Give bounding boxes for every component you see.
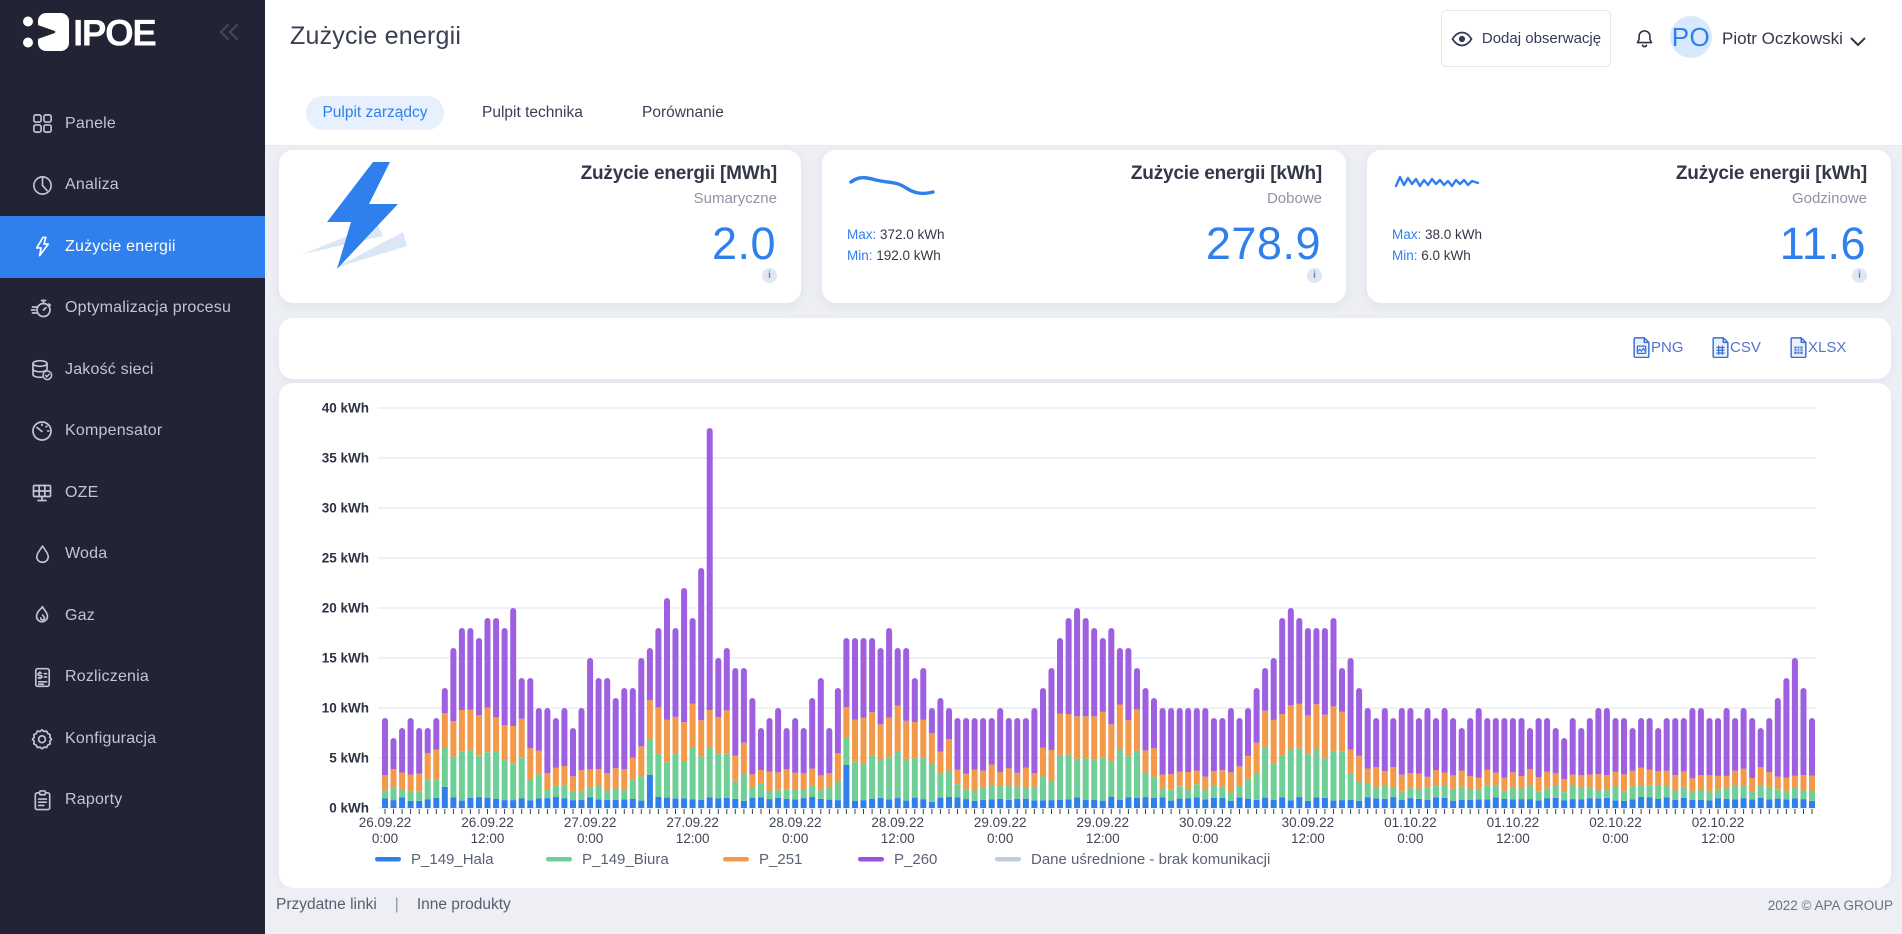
svg-text:28.09.22: 28.09.22 [871, 815, 924, 830]
svg-text:0:00: 0:00 [372, 831, 398, 846]
svg-text:30.09.22: 30.09.22 [1282, 815, 1335, 830]
svg-text:40 kWh: 40 kWh [322, 401, 369, 416]
svg-text:Dane uśrednione - brak komunik: Dane uśrednione - brak komunikacji [1031, 851, 1270, 868]
svg-text:IPOE: IPOE [73, 13, 156, 51]
svg-text:0:00: 0:00 [1602, 831, 1628, 846]
svg-text:12:00: 12:00 [471, 831, 505, 846]
svg-text:27.09.22: 27.09.22 [666, 815, 719, 830]
svg-text:02.10.22: 02.10.22 [1692, 815, 1745, 830]
svg-text:5 kWh: 5 kWh [329, 751, 369, 766]
svg-text:30 kWh: 30 kWh [322, 501, 369, 516]
svg-text:29.09.22: 29.09.22 [974, 815, 1027, 830]
svg-text:12:00: 12:00 [881, 831, 915, 846]
svg-text:29.09.22: 29.09.22 [1077, 815, 1130, 830]
svg-text:0:00: 0:00 [1192, 831, 1218, 846]
svg-text:0:00: 0:00 [782, 831, 808, 846]
svg-text:12:00: 12:00 [1291, 831, 1325, 846]
svg-text:01.10.22: 01.10.22 [1384, 815, 1437, 830]
svg-text:0:00: 0:00 [1397, 831, 1423, 846]
svg-text:30.09.22: 30.09.22 [1179, 815, 1232, 830]
svg-text:12:00: 12:00 [676, 831, 710, 846]
svg-text:0 kWh: 0 kWh [329, 801, 369, 816]
svg-text:0:00: 0:00 [987, 831, 1013, 846]
svg-text:10 kWh: 10 kWh [322, 701, 369, 716]
svg-text:35 kWh: 35 kWh [322, 451, 369, 466]
svg-text:12:00: 12:00 [1701, 831, 1735, 846]
svg-text:02.10.22: 02.10.22 [1589, 815, 1642, 830]
svg-text:28.09.22: 28.09.22 [769, 815, 822, 830]
svg-text:25 kWh: 25 kWh [322, 551, 369, 566]
svg-text:P_260: P_260 [894, 851, 937, 868]
svg-text:26.09.22: 26.09.22 [359, 815, 412, 830]
svg-text:12:00: 12:00 [1086, 831, 1120, 846]
svg-text:26.09.22: 26.09.22 [461, 815, 514, 830]
svg-text:12:00: 12:00 [1496, 831, 1530, 846]
svg-text:P_149_Biura: P_149_Biura [582, 851, 669, 868]
svg-text:0:00: 0:00 [577, 831, 603, 846]
svg-text:P_149_Hala: P_149_Hala [411, 851, 494, 868]
svg-text:20 kWh: 20 kWh [322, 601, 369, 616]
svg-text:01.10.22: 01.10.22 [1487, 815, 1540, 830]
svg-text:27.09.22: 27.09.22 [564, 815, 617, 830]
svg-text:15 kWh: 15 kWh [322, 651, 369, 666]
svg-text:P_251: P_251 [759, 851, 802, 868]
